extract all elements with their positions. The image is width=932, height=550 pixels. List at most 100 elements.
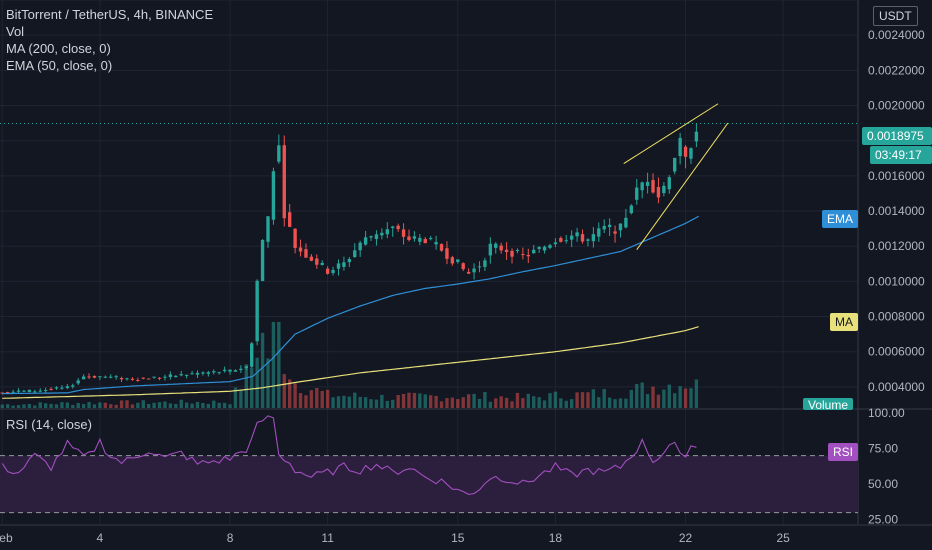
volume-bar (54, 404, 59, 408)
volume-bar (559, 398, 563, 408)
candle-body (130, 378, 135, 380)
candle-body (374, 234, 379, 240)
volume-bar (157, 402, 162, 408)
volume-bar (569, 399, 574, 408)
candle-body (651, 180, 655, 193)
candle-body (439, 244, 444, 251)
candle-body (76, 380, 80, 384)
rsi-tick-label: 75.00 (868, 441, 898, 455)
candle-body (49, 388, 53, 390)
candle-body (222, 369, 227, 372)
volume-bar (466, 394, 471, 408)
volume-bar (396, 395, 400, 408)
volume-bar (260, 332, 265, 408)
price-tick-label: 0.0008000 (868, 310, 925, 324)
volume-bar (629, 389, 634, 408)
volume-bar (521, 398, 525, 408)
volume-bar (6, 404, 10, 408)
price-tick-label: 0.0024000 (868, 28, 925, 42)
volume-bar (694, 379, 699, 408)
candle-body (288, 212, 292, 227)
volume-bar (336, 396, 341, 408)
volume-bar (266, 358, 270, 408)
currency-button[interactable]: USDT (873, 6, 918, 26)
candle-body (33, 391, 37, 393)
volume-bar (683, 388, 688, 408)
volume-bar (363, 397, 368, 408)
candle-body (282, 145, 286, 219)
rsi-tag: RSI (828, 443, 859, 461)
volume-bar (309, 390, 314, 408)
candle-body (87, 376, 91, 378)
rsi-tick-label: 50.00 (868, 477, 898, 491)
volume-bar (212, 400, 216, 408)
volume-bar (483, 392, 487, 408)
volume-bar (239, 389, 243, 408)
candle-body (434, 241, 438, 245)
candle-body (353, 250, 357, 258)
volume-bar (152, 402, 156, 408)
candle-body (43, 390, 48, 392)
volume-bar (103, 402, 107, 408)
volume-bar (656, 394, 661, 408)
volume-bar (374, 399, 379, 408)
candle-body (325, 268, 330, 274)
candle-body (147, 378, 151, 380)
volume-bar (184, 402, 189, 408)
volume-bar (71, 404, 75, 408)
candle-body (662, 185, 666, 194)
volume-bar (564, 400, 568, 408)
rsi-tick-label: 100.00 (868, 406, 905, 420)
candle-body (81, 376, 86, 380)
candle-body (461, 263, 465, 270)
candle-body (559, 237, 563, 242)
volume-bar (304, 395, 308, 408)
candle-body (233, 370, 238, 372)
time-tick-label: 8 (227, 531, 234, 545)
volume-bar (320, 390, 324, 408)
candle-body (510, 250, 514, 257)
volume-bar (87, 402, 91, 408)
candle-body (569, 235, 574, 240)
volume-bar (315, 387, 319, 408)
volume-bar (613, 399, 617, 408)
candle-body (385, 229, 389, 235)
candle-body (401, 229, 406, 237)
candle-body (553, 242, 558, 245)
volume-bar (271, 322, 276, 408)
volume-bar (325, 389, 330, 408)
volume-bar (109, 404, 113, 408)
volume-bar (244, 364, 248, 408)
volume-bar (81, 404, 86, 408)
candle-body (293, 228, 297, 249)
candle-body (119, 378, 124, 380)
candle-body (320, 262, 324, 265)
volume-bar (342, 395, 346, 408)
ma200-line (2, 326, 699, 399)
volume-bar (689, 388, 693, 408)
time-tick-label: 25 (776, 531, 790, 545)
candle-body (65, 386, 70, 388)
candle-body (423, 239, 427, 244)
volume-bar (27, 403, 32, 408)
volume-bar (401, 393, 406, 408)
last-price-tag: 0.0018975 (862, 127, 932, 145)
candle-body (537, 247, 541, 250)
volume-bar (499, 396, 503, 408)
volume-bar (141, 400, 145, 408)
wedge-trendline (636, 122, 729, 251)
volume-bar (607, 397, 612, 408)
candle-body (607, 224, 612, 228)
volume-bar (542, 400, 547, 408)
candle-body (244, 366, 248, 369)
volume-bar (147, 404, 151, 408)
candle-body (575, 232, 579, 237)
volume-bar (597, 397, 601, 408)
volume-bar (33, 405, 37, 408)
candle-body (645, 181, 650, 186)
candle-body (331, 269, 335, 274)
candle-body (580, 234, 585, 242)
volume-bar (163, 401, 167, 408)
volume-bar (22, 404, 26, 408)
